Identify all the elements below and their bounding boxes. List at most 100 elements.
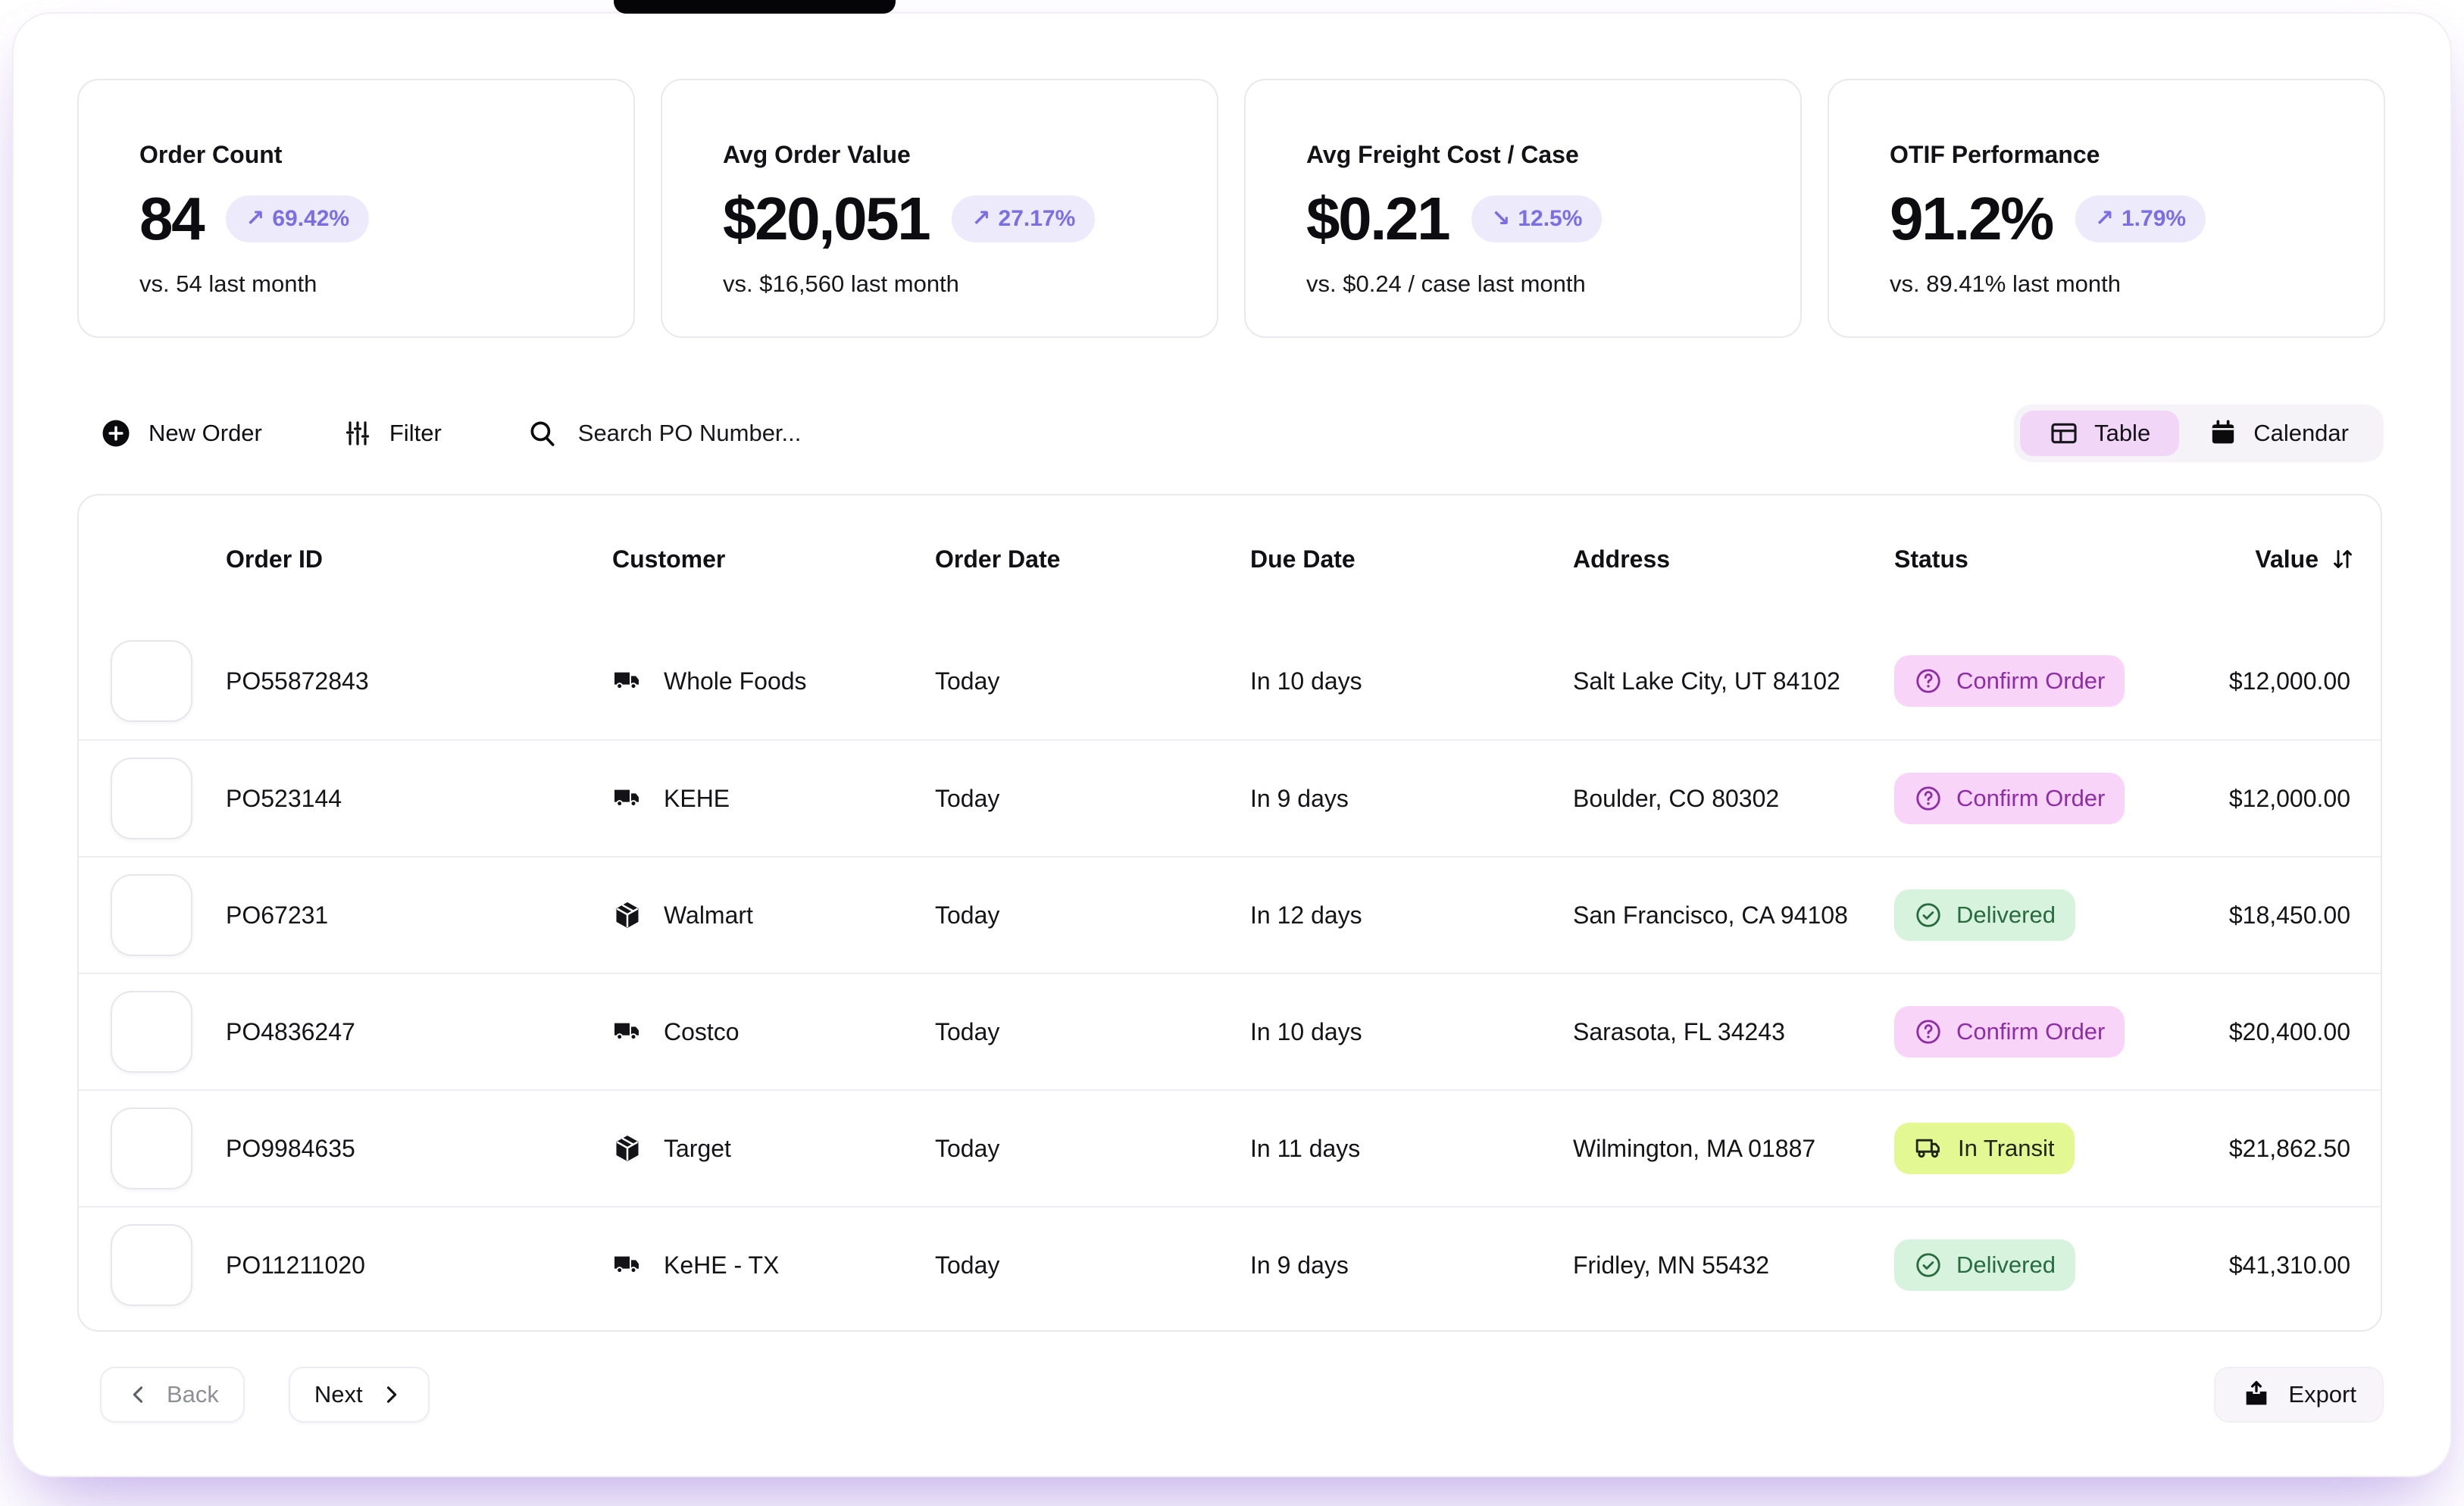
col-order-date: Order Date (935, 545, 1061, 573)
search-box (527, 417, 924, 449)
kpi-card: Avg Order Value $20,051 ↗ 27.17% vs. $16… (661, 79, 1218, 338)
status-badge[interactable]: Confirm Order (1894, 655, 2125, 707)
new-order-button[interactable]: New Order (100, 417, 262, 449)
order-id-cell: PO55872843 (226, 667, 369, 695)
back-label: Back (167, 1381, 219, 1408)
col-due-date: Due Date (1250, 545, 1356, 573)
kpi-card: Order Count 84 ↗ 69.42% vs. 54 last mont… (77, 79, 635, 338)
calendar-view-button[interactable]: Calendar (2179, 411, 2378, 456)
address-cell: Sarasota, FL 34243 (1573, 1017, 1785, 1045)
status-label: Confirm Order (1956, 1018, 2106, 1045)
orders-table: Order ID Customer Order Date Due Date Ad… (77, 494, 2382, 1332)
status-label: In Transit (1958, 1135, 2055, 1161)
status-badge: Delivered (1894, 889, 2075, 941)
truck-icon (612, 783, 643, 814)
status-label: Confirm Order (1956, 785, 2106, 811)
trend-badge: ↗ 1.79% (2075, 195, 2206, 242)
value-cell: $18,450.00 (2228, 901, 2350, 929)
table-body: PO55872843 Whole Foods Today In 10 days … (79, 623, 2381, 1323)
kpi-subtext: vs. 89.41% last month (1890, 270, 2121, 297)
address-cell: San Francisco, CA 94108 (1573, 901, 1848, 929)
table-row: PO55872843 Whole Foods Today In 10 days … (79, 623, 2381, 739)
row-checkbox[interactable] (111, 1224, 192, 1306)
kpi-subtext: vs. $16,560 last month (723, 270, 959, 297)
kpi-delta: 12.5% (1518, 206, 1583, 231)
back-button[interactable]: Back (100, 1367, 245, 1423)
table-view-button[interactable]: Table (2020, 411, 2180, 456)
next-button[interactable]: Next (288, 1367, 430, 1423)
value-cell: $12,000.00 (2228, 784, 2350, 812)
view-toggle: Table Calendar (2014, 405, 2384, 462)
order-id-cell: PO67231 (226, 901, 329, 929)
value-cell: $12,000.00 (2228, 667, 2350, 695)
row-checkbox[interactable] (111, 1108, 192, 1189)
package-icon (612, 1133, 643, 1164)
due-date-cell: In 12 days (1250, 901, 1362, 929)
trend-down-icon: ↘ (1491, 206, 1511, 231)
order-date-cell: Today (935, 667, 1000, 695)
kpi-card: OTIF Performance 91.2% ↗ 1.79% vs. 89.41… (1828, 79, 2385, 338)
check-circle-icon (1914, 1251, 1943, 1279)
status-label: Delivered (1956, 1251, 2056, 1278)
due-date-cell: In 9 days (1250, 784, 1349, 812)
col-value-sort[interactable]: Value (2185, 545, 2381, 573)
row-checkbox[interactable] (111, 758, 192, 839)
kpi-delta: 1.79% (2121, 206, 2187, 231)
customer-name: KEHE (664, 784, 730, 812)
kpi-delta: 69.42% (272, 206, 350, 231)
kpi-value: $20,051 (723, 185, 931, 252)
kpi-cards: Order Count 84 ↗ 69.42% vs. 54 last mont… (77, 79, 2385, 338)
kpi-main: 91.2% ↗ 1.79% (1890, 184, 2323, 254)
order-date-cell: Today (935, 1134, 1000, 1162)
kpi-main: $0.21 ↘ 12.5% (1306, 184, 1740, 254)
value-cell: $20,400.00 (2228, 1017, 2350, 1045)
kpi-value: $0.21 (1306, 185, 1451, 252)
truck-icon (612, 666, 643, 696)
kpi-title: Avg Freight Cost / Case (1306, 141, 1579, 168)
search-input[interactable] (574, 418, 924, 448)
customer-name: Target (664, 1134, 731, 1162)
table-icon (2049, 418, 2079, 448)
trend-up-icon: ↗ (2094, 206, 2114, 231)
trend-up-icon: ↗ (245, 206, 265, 231)
address-cell: Boulder, CO 80302 (1573, 784, 1780, 812)
export-button[interactable]: Export (2214, 1367, 2384, 1423)
status-badge: Delivered (1894, 1239, 2075, 1291)
export-icon (2241, 1379, 2272, 1410)
filter-label: Filter (389, 420, 442, 446)
order-id-cell: PO4836247 (226, 1017, 355, 1045)
status-badge[interactable]: Confirm Order (1894, 1006, 2125, 1058)
status-badge[interactable]: Confirm Order (1894, 773, 2125, 824)
kpi-delta: 27.17% (998, 206, 1076, 231)
help-circle-icon (1914, 1017, 1943, 1046)
help-circle-icon (1914, 667, 1943, 695)
due-date-cell: In 11 days (1250, 1134, 1361, 1162)
col-address: Address (1573, 545, 1671, 573)
calendar-icon (2208, 418, 2238, 448)
next-label: Next (314, 1381, 363, 1408)
calendar-view-label: Calendar (2253, 420, 2349, 446)
help-circle-icon (1914, 784, 1943, 813)
kpi-title: OTIF Performance (1890, 141, 2100, 168)
table-row: PO67231 Walmart Today In 12 days San Fra… (79, 856, 2381, 973)
due-date-cell: In 10 days (1250, 667, 1362, 695)
sort-arrows-icon (2329, 545, 2356, 573)
customer-name: Whole Foods (664, 667, 807, 695)
customer-name: Walmart (664, 901, 753, 929)
trend-badge: ↗ 69.42% (226, 195, 370, 242)
filter-button[interactable]: Filter (342, 418, 442, 448)
truck-outline-icon (1914, 1133, 1944, 1164)
address-cell: Salt Lake City, UT 84102 (1573, 667, 1840, 695)
order-id-cell: PO9984635 (226, 1134, 355, 1162)
row-checkbox[interactable] (111, 991, 192, 1073)
row-checkbox[interactable] (111, 640, 192, 722)
export-label: Export (2288, 1381, 2356, 1408)
row-checkbox[interactable] (111, 874, 192, 956)
value-cell: $21,862.50 (2228, 1134, 2350, 1162)
address-cell: Fridley, MN 55432 (1573, 1251, 1770, 1279)
toolbar: New Order Filter Table (100, 405, 2384, 462)
table-row: PO9984635 Target Today In 11 days Wilmin… (79, 1089, 2381, 1206)
top-notch-bar (614, 0, 896, 14)
order-date-cell: Today (935, 901, 1000, 929)
